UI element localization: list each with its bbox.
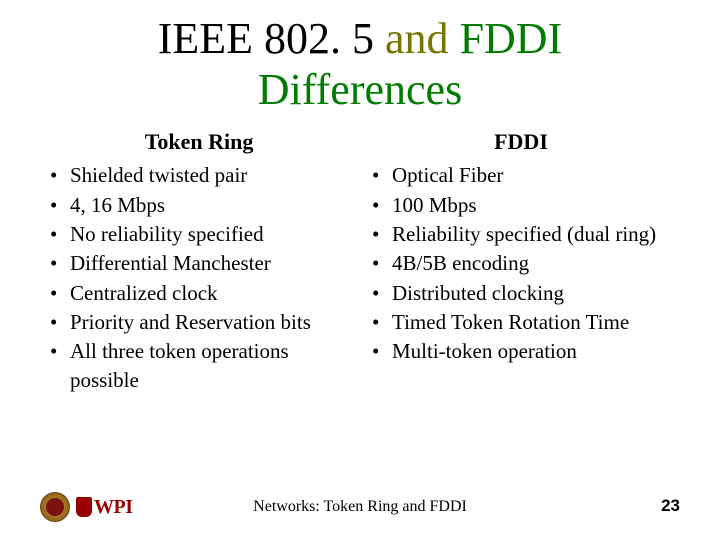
footer-text: Networks: Token Ring and FDDI [0, 498, 720, 516]
list-item: Priority and Reservation bits [48, 308, 352, 336]
left-column-header: Token Ring [46, 129, 352, 155]
title-line2: Differences [258, 65, 462, 114]
left-column: Token Ring Shielded twisted pair 4, 16 M… [46, 129, 352, 395]
list-item: Distributed clocking [370, 279, 674, 307]
list-item: 100 Mbps [370, 191, 674, 219]
right-column-header: FDDI [368, 129, 674, 155]
title-part-ieee: IEEE 802. 5 [158, 14, 385, 63]
list-item: Multi-token operation [370, 337, 674, 365]
title-part-fddi: FDDI [449, 14, 563, 63]
list-item: Timed Token Rotation Time [370, 308, 674, 336]
left-list: Shielded twisted pair 4, 16 Mbps No reli… [46, 161, 352, 394]
right-list: Optical Fiber 100 Mbps Reliability speci… [368, 161, 674, 365]
slide-title: IEEE 802. 5 and FDDI Differences [40, 14, 680, 115]
list-item: 4, 16 Mbps [48, 191, 352, 219]
list-item: Centralized clock [48, 279, 352, 307]
list-item: Differential Manchester [48, 249, 352, 277]
title-part-and: and [385, 14, 449, 63]
list-item: 4B/5B encoding [370, 249, 674, 277]
list-item: Reliability specified (dual ring) [370, 220, 674, 248]
slide: IEEE 802. 5 and FDDI Differences Token R… [0, 0, 720, 540]
columns-container: Token Ring Shielded twisted pair 4, 16 M… [40, 129, 680, 395]
right-column: FDDI Optical Fiber 100 Mbps Reliability … [368, 129, 674, 395]
list-item: All three token operations possible [48, 337, 352, 394]
page-number: 23 [661, 496, 680, 516]
list-item: No reliability specified [48, 220, 352, 248]
list-item: Optical Fiber [370, 161, 674, 189]
list-item: Shielded twisted pair [48, 161, 352, 189]
